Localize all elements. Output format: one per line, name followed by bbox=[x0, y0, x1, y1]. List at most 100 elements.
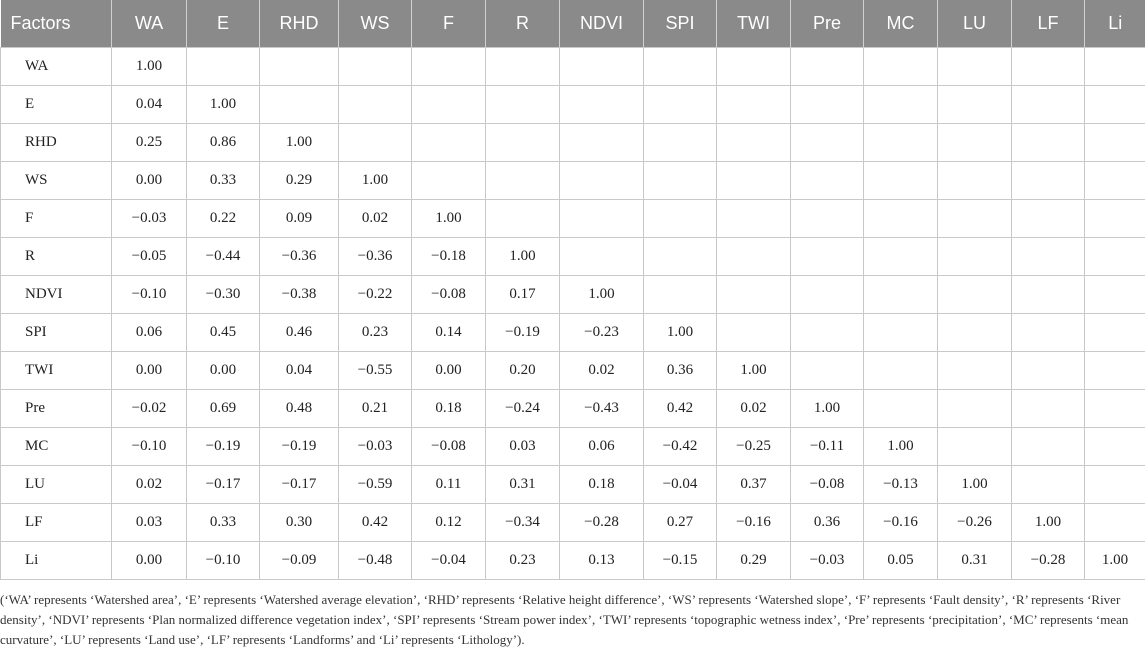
table-cell bbox=[643, 47, 717, 86]
table-cell bbox=[559, 237, 644, 276]
table-cell: 1.00 bbox=[790, 389, 864, 428]
table-cell bbox=[716, 237, 791, 276]
table-cell: −0.24 bbox=[485, 389, 560, 428]
table-row: Pre −0.02 0.69 0.48 0.21 0.18 −0.24 −0.43 0.42 0.… bbox=[0, 389, 1145, 428]
table-cell bbox=[863, 85, 938, 124]
table-cell bbox=[1011, 199, 1085, 238]
table-cell bbox=[259, 85, 339, 124]
table-cell: −0.03 bbox=[111, 199, 187, 238]
table-row: F −0.03 0.22 0.09 0.02 1.00 bbox=[0, 199, 1145, 238]
header-lu: LU bbox=[937, 0, 1012, 48]
table-cell: 0.13 bbox=[559, 541, 644, 580]
table-cell: 0.45 bbox=[186, 313, 260, 352]
table-cell bbox=[863, 237, 938, 276]
table-cell bbox=[790, 161, 864, 200]
table-cell bbox=[1011, 161, 1085, 200]
header-e: E bbox=[186, 0, 260, 48]
table-cell bbox=[643, 123, 717, 162]
table-cell: 0.30 bbox=[259, 503, 339, 542]
table-cell: 0.03 bbox=[111, 503, 187, 542]
table-cell: 0.36 bbox=[790, 503, 864, 542]
table-cell bbox=[937, 199, 1012, 238]
table-cell bbox=[1011, 313, 1085, 352]
table-cell: −0.10 bbox=[111, 275, 187, 314]
table-row: SPI 0.06 0.45 0.46 0.23 0.14 −0.19 −0.23 1.00 bbox=[0, 313, 1145, 352]
table-cell bbox=[937, 237, 1012, 276]
table-cell: 1.00 bbox=[111, 47, 187, 86]
table-cell: 0.36 bbox=[643, 351, 717, 390]
table-cell: 0.05 bbox=[863, 541, 938, 580]
table-cell: 0.46 bbox=[259, 313, 339, 352]
table-cell bbox=[937, 275, 1012, 314]
table-cell bbox=[1084, 313, 1145, 352]
table-cell bbox=[1011, 351, 1085, 390]
table-cell: 1.00 bbox=[559, 275, 644, 314]
table-cell bbox=[1084, 465, 1145, 504]
table-cell bbox=[937, 123, 1012, 162]
table-cell: −0.19 bbox=[186, 427, 260, 466]
table-cell: 0.12 bbox=[411, 503, 486, 542]
header-f: F bbox=[411, 0, 486, 48]
table-cell bbox=[485, 47, 560, 86]
table-cell: 0.00 bbox=[111, 351, 187, 390]
table-cell bbox=[790, 85, 864, 124]
table-row: WA 1.00 bbox=[0, 47, 1145, 86]
table-cell bbox=[559, 199, 644, 238]
row-label: Pre bbox=[0, 389, 112, 428]
table-cell bbox=[863, 161, 938, 200]
table-cell: 0.29 bbox=[259, 161, 339, 200]
table-cell bbox=[643, 85, 717, 124]
table-cell: −0.25 bbox=[716, 427, 791, 466]
table-cell bbox=[1011, 465, 1085, 504]
table-cell: 1.00 bbox=[937, 465, 1012, 504]
table-cell: 0.31 bbox=[937, 541, 1012, 580]
table-cell: 1.00 bbox=[259, 123, 339, 162]
table-cell bbox=[790, 237, 864, 276]
table-cell: 0.00 bbox=[411, 351, 486, 390]
table-cell: −0.26 bbox=[937, 503, 1012, 542]
table-cell bbox=[559, 123, 644, 162]
table-cell: −0.02 bbox=[111, 389, 187, 428]
table-cell: 0.21 bbox=[338, 389, 412, 428]
table-cell: −0.36 bbox=[259, 237, 339, 276]
table-cell: 0.42 bbox=[338, 503, 412, 542]
table-row: WS 0.00 0.33 0.29 1.00 bbox=[0, 161, 1145, 200]
table-cell bbox=[790, 351, 864, 390]
row-label: SPI bbox=[0, 313, 112, 352]
header-r: R bbox=[485, 0, 560, 48]
table-cell bbox=[863, 389, 938, 428]
table-cell bbox=[790, 123, 864, 162]
table-cell: 0.14 bbox=[411, 313, 486, 352]
header-ws: WS bbox=[338, 0, 412, 48]
table-cell bbox=[1084, 503, 1145, 542]
table-cell: 0.18 bbox=[411, 389, 486, 428]
table-cell: 0.23 bbox=[485, 541, 560, 580]
table-cell bbox=[643, 199, 717, 238]
table-cell bbox=[937, 85, 1012, 124]
header-twi: TWI bbox=[716, 0, 791, 48]
header-mc: MC bbox=[863, 0, 938, 48]
table-cell bbox=[716, 199, 791, 238]
table-cell: −0.38 bbox=[259, 275, 339, 314]
table-cell bbox=[186, 47, 260, 86]
table-cell bbox=[863, 199, 938, 238]
table-cell: −0.09 bbox=[259, 541, 339, 580]
row-label: NDVI bbox=[0, 275, 112, 314]
table-cell: 0.02 bbox=[716, 389, 791, 428]
table-cell: −0.18 bbox=[411, 237, 486, 276]
table-cell bbox=[937, 47, 1012, 86]
header-factors: Factors bbox=[0, 0, 112, 48]
table-cell bbox=[411, 85, 486, 124]
row-label: RHD bbox=[0, 123, 112, 162]
table-cell: −0.13 bbox=[863, 465, 938, 504]
table-cell: 0.27 bbox=[643, 503, 717, 542]
table-cell: 0.37 bbox=[716, 465, 791, 504]
table-cell bbox=[863, 123, 938, 162]
table-cell: 0.02 bbox=[111, 465, 187, 504]
header-spi: SPI bbox=[643, 0, 717, 48]
table-cell bbox=[259, 47, 339, 86]
table-cell: 0.03 bbox=[485, 427, 560, 466]
table-header-row: Factors WA E RHD WS F R NDVI SPI TWI Pre MC LU LF Li bbox=[0, 0, 1145, 48]
table-cell: 0.06 bbox=[559, 427, 644, 466]
table-cell bbox=[643, 237, 717, 276]
